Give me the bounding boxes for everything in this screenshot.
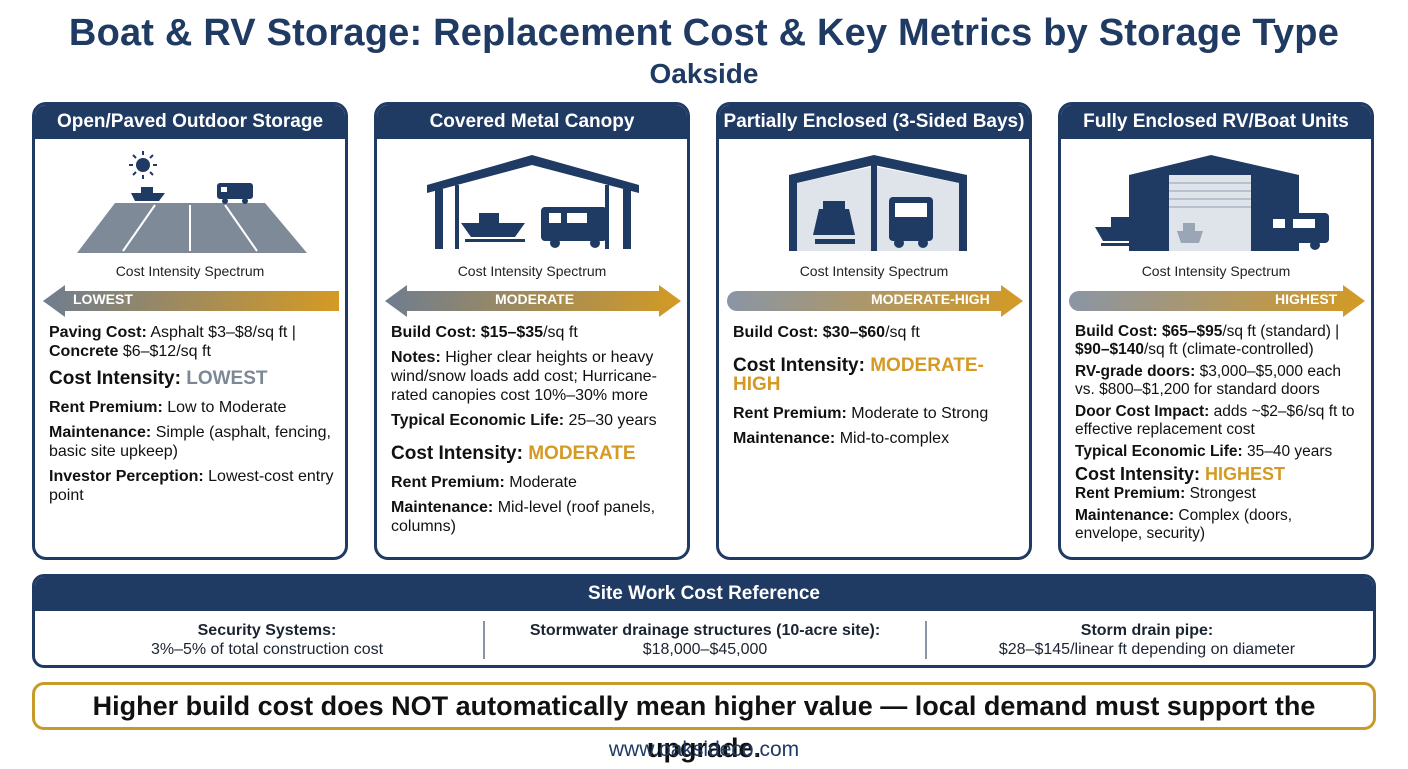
site-work-item: Security Systems: 3%–5% of total construc…: [150, 622, 384, 658]
enclosed-illustration: [1095, 155, 1329, 251]
spectrum-label: Cost Intensity Spectrum: [1141, 263, 1291, 279]
spectrum-label: Cost Intensity Spectrum: [115, 263, 265, 279]
card-fully-enclosed: Fully Enclosed RV/Boat Units Cost Intens…: [1058, 102, 1374, 560]
site-work-panel: Site Work Cost Reference Security System…: [32, 574, 1376, 668]
cost-arrow-right: [727, 285, 1023, 317]
boat-icon: [131, 187, 165, 201]
boat-icon: [1095, 217, 1153, 246]
card-covered-canopy: Covered Metal Canopy Cost Intensity Spec…: [374, 102, 690, 560]
boat-icon: [813, 201, 855, 244]
three-sided-bay-icon: [789, 155, 967, 251]
rv-icon: [541, 207, 607, 248]
rv-icon: [1265, 213, 1329, 250]
site-work-item: Stormwater drainage structures (10-acre …: [529, 622, 881, 658]
card-body: Paving Cost: Asphalt $3–$8/sq ft | Concr…: [49, 324, 334, 504]
website-url[interactable]: www.oaksideco.com: [608, 738, 800, 761]
callout-banner: Higher build cost does NOT automatically…: [32, 682, 1376, 763]
card-header: Open/Paved Outdoor Storage: [35, 105, 345, 139]
canopy-illustration: [427, 155, 639, 249]
spectrum-label: Cost Intensity Spectrum: [799, 263, 949, 279]
arrow-label: MODERATE: [495, 291, 575, 307]
card-header: Fully Enclosed RV/Boat Units: [1061, 105, 1371, 139]
cost-arrow-left: [43, 285, 339, 317]
card-header: Covered Metal Canopy: [377, 105, 687, 139]
card-body: Build Cost: $15–$35/sq ft Notes: Higher …: [391, 324, 657, 535]
cost-arrow-double: [385, 285, 681, 317]
canopy-icon: [427, 155, 639, 249]
arrow-label: HIGHEST: [1275, 291, 1338, 307]
divider: [483, 621, 485, 659]
arrow-label: MODERATE-HIGH: [871, 291, 990, 307]
site-work-item: Storm drain pipe: $28–$145/linear ft depe…: [998, 622, 1296, 658]
sun-icon: [129, 151, 157, 179]
bays-illustration: [789, 155, 967, 251]
page-subtitle: Oakside: [649, 58, 759, 89]
cost-arrow-right: [1069, 285, 1365, 317]
card-body: Build Cost: $30–$60/sq ft Cost Intensity…: [733, 324, 989, 447]
card-open-paved: Open/Paved Outdoor Storage Cost Intensit…: [32, 102, 348, 560]
rv-icon: [217, 183, 253, 204]
arrow-label: LOWEST: [73, 291, 133, 307]
divider: [925, 621, 927, 659]
boat-icon: [461, 213, 525, 242]
spectrum-label: Cost Intensity Spectrum: [457, 263, 607, 279]
open-lot-illustration: [77, 151, 307, 253]
rv-icon: [889, 197, 933, 248]
site-work-header: Site Work Cost Reference: [35, 577, 1373, 611]
card-body: Build Cost: $65–$95/sq ft (standard) | $…: [1075, 323, 1355, 542]
card-header: Partially Enclosed (3-Sided Bays): [719, 105, 1029, 139]
card-partially-enclosed: Partially Enclosed (3-Sided Bays) Cost I…: [716, 102, 1032, 560]
page-title: Boat & RV Storage: Replacement Cost & Ke…: [68, 12, 1340, 54]
